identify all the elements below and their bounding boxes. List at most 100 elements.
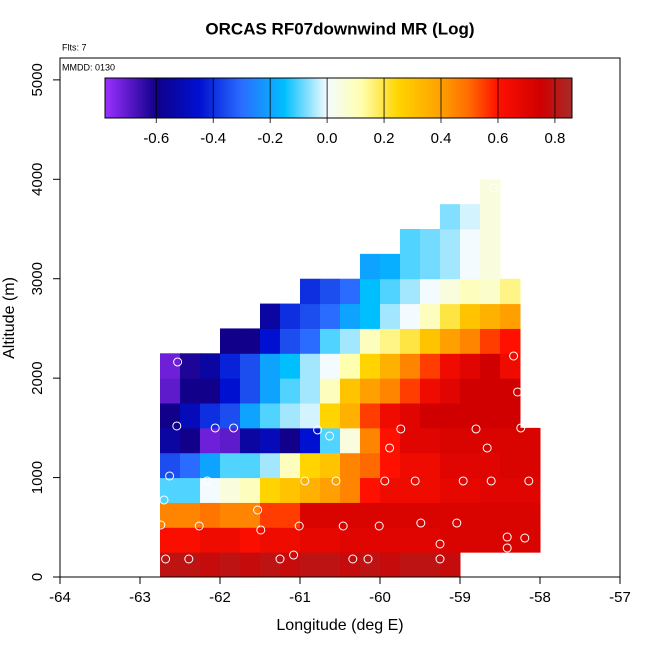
heatmap-cell bbox=[240, 477, 261, 503]
heatmap-cell bbox=[240, 502, 261, 528]
heatmap-cell bbox=[360, 552, 381, 578]
heatmap-cell bbox=[180, 477, 201, 503]
heatmap-cell bbox=[500, 378, 521, 404]
heatmap-cell bbox=[420, 328, 441, 354]
heatmap-cell bbox=[280, 403, 301, 429]
heatmap-cell bbox=[280, 452, 301, 479]
chart-title: ORCAS RF07downwind MR (Log) bbox=[205, 19, 474, 38]
heatmap-cell bbox=[460, 353, 481, 379]
flight-point bbox=[471, 424, 481, 434]
heatmap-cell bbox=[360, 527, 381, 553]
heatmap-cell bbox=[500, 403, 521, 429]
heatmap-cell bbox=[400, 303, 421, 329]
heatmap-cell bbox=[300, 403, 321, 429]
heatmap-cell bbox=[480, 303, 501, 329]
heatmap-cell bbox=[420, 552, 441, 578]
heatmap-cell bbox=[380, 427, 401, 454]
heatmap-cell bbox=[500, 328, 521, 354]
heatmap-cell bbox=[240, 427, 261, 454]
flight-point bbox=[156, 520, 166, 530]
flight-point bbox=[256, 525, 266, 535]
heatmap-cell bbox=[220, 427, 241, 454]
heatmap-cell bbox=[260, 328, 281, 354]
heatmap-cell bbox=[460, 303, 481, 329]
heatmap-cell bbox=[380, 253, 401, 280]
heatmap-cell bbox=[160, 353, 181, 379]
heatmap-cell bbox=[340, 328, 361, 354]
heatmap-cell bbox=[260, 502, 281, 528]
heatmap-cell bbox=[340, 452, 361, 479]
heatmap-cell bbox=[400, 229, 421, 255]
flight-point bbox=[416, 518, 426, 528]
heatmap-cell bbox=[380, 328, 401, 354]
heatmap-cell bbox=[440, 502, 461, 528]
heatmap-cell bbox=[240, 527, 261, 553]
flight-point bbox=[524, 476, 534, 486]
heatmap-cell bbox=[260, 427, 281, 454]
heatmap-cell bbox=[200, 427, 221, 454]
flight-point bbox=[502, 543, 512, 553]
heatmap-cell bbox=[220, 552, 241, 578]
heatmap-cell bbox=[460, 527, 481, 553]
heatmap-cell bbox=[500, 502, 521, 528]
heatmap-cell bbox=[400, 378, 421, 404]
heatmap-cell bbox=[260, 552, 281, 578]
x-axis-label: Longitude (deg E) bbox=[276, 617, 403, 634]
heatmap-cell bbox=[160, 403, 181, 429]
heatmap-cell bbox=[420, 527, 441, 553]
heatmap-cell bbox=[360, 378, 381, 404]
heatmap-cell bbox=[300, 328, 321, 354]
flight-point bbox=[161, 554, 171, 564]
heatmap-cell bbox=[380, 552, 401, 578]
heatmap-cell bbox=[300, 303, 321, 329]
x-tick-label: -62 bbox=[209, 589, 231, 606]
heatmap-cell bbox=[280, 303, 301, 329]
colorbar-tick-label: -0.4 bbox=[200, 130, 226, 147]
heatmap-cell bbox=[420, 303, 441, 329]
heatmap-cell bbox=[280, 477, 301, 503]
heatmap-cell bbox=[340, 353, 361, 379]
heatmap-cell bbox=[360, 253, 381, 280]
heatmap-cell bbox=[440, 353, 461, 379]
heatmap-cell bbox=[440, 477, 461, 503]
heatmap-cell bbox=[460, 452, 481, 479]
flight-point bbox=[482, 443, 492, 453]
flight-point bbox=[502, 532, 512, 542]
heatmap-cell bbox=[320, 303, 341, 329]
heatmap-cell bbox=[440, 378, 461, 404]
heatmap-cell bbox=[500, 278, 521, 305]
heatmap-cell bbox=[440, 278, 461, 305]
heatmap-cell bbox=[420, 253, 441, 280]
colorbar-tick-label: 0.8 bbox=[544, 130, 565, 147]
colorbar-tick-label: -0.2 bbox=[257, 130, 283, 147]
heatmap-cell bbox=[400, 427, 421, 454]
heatmap-cell bbox=[260, 353, 281, 379]
heatmap-cell bbox=[180, 427, 201, 454]
flight-point bbox=[165, 471, 175, 481]
heatmap-cell bbox=[240, 552, 261, 578]
heatmap-cell bbox=[260, 303, 281, 329]
heatmap-cell bbox=[220, 502, 241, 528]
heatmap-cell bbox=[340, 278, 361, 305]
heatmap-cell bbox=[340, 527, 361, 553]
flight-point bbox=[516, 423, 526, 433]
heatmap-cell bbox=[200, 353, 221, 379]
heatmap-cell bbox=[380, 502, 401, 528]
heatmap-cell bbox=[300, 527, 321, 553]
heatmap-cell bbox=[260, 403, 281, 429]
heatmap-cell bbox=[480, 353, 501, 379]
flight-point bbox=[486, 476, 496, 486]
heatmap-cell bbox=[320, 378, 341, 404]
heatmap-cell bbox=[480, 378, 501, 404]
heatmap-cell bbox=[300, 427, 321, 454]
heatmap-cell bbox=[200, 403, 221, 429]
heatmap-cell bbox=[460, 477, 481, 503]
heatmap-cell bbox=[200, 477, 221, 503]
x-tick-label: -63 bbox=[129, 589, 151, 606]
heatmap-cell bbox=[340, 303, 361, 329]
heatmap-cell bbox=[180, 403, 201, 429]
heatmap-cell bbox=[500, 452, 521, 479]
heatmap-cell bbox=[400, 452, 421, 479]
flight-point bbox=[210, 423, 220, 433]
